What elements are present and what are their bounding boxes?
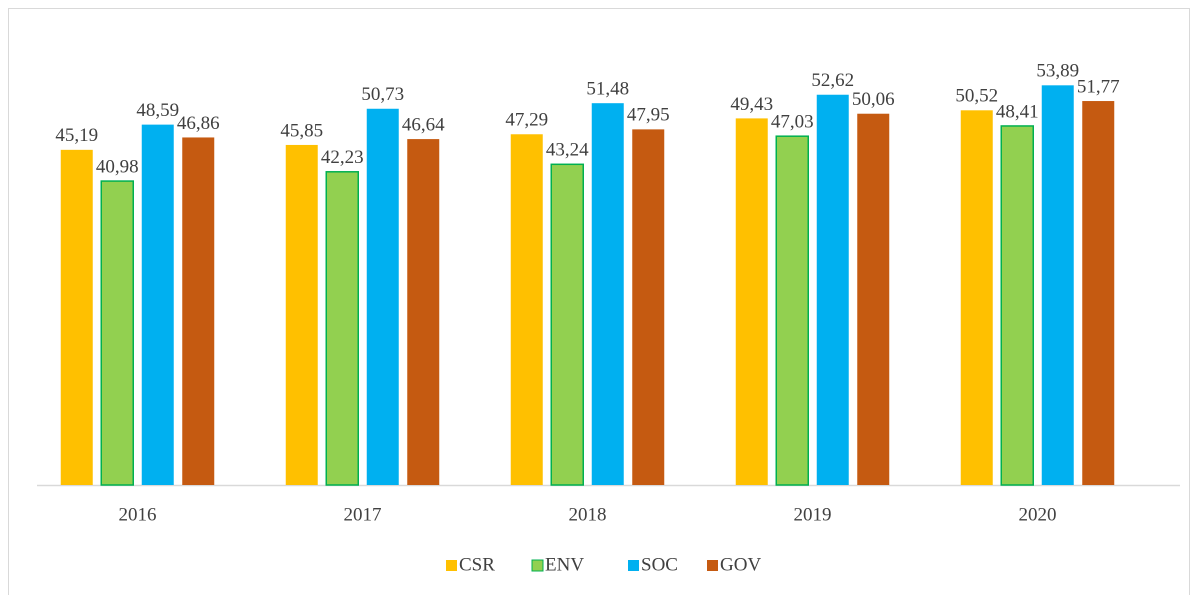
legend-label: CSR: [459, 554, 495, 575]
bar: [1000, 125, 1034, 486]
x-tick-label: 2017: [344, 504, 382, 525]
data-label: 42,23: [321, 147, 364, 168]
data-label: 45,85: [280, 120, 323, 141]
bar: [960, 110, 993, 485]
bar: [366, 108, 399, 485]
data-label: 47,03: [771, 112, 814, 133]
bar: [100, 180, 134, 486]
legend-label: GOV: [720, 554, 761, 575]
bar: [591, 103, 624, 485]
bar: [857, 113, 890, 485]
bar: [550, 163, 584, 486]
legend-label: ENV: [545, 554, 584, 575]
bar: [775, 135, 809, 486]
bar: [735, 118, 768, 485]
legend-swatch: [531, 559, 544, 572]
legend-swatch: [446, 560, 457, 571]
bar: [325, 171, 359, 486]
bar: [1041, 85, 1074, 486]
x-tick-label: 2016: [119, 504, 157, 525]
data-label: 43,24: [546, 140, 589, 161]
data-label: 48,59: [136, 100, 179, 121]
bar: [1082, 101, 1115, 485]
legend-label: SOC: [641, 554, 678, 575]
data-label: 51,77: [1077, 76, 1120, 97]
bar: [285, 144, 318, 485]
data-label: 49,43: [730, 94, 773, 115]
data-label: 46,64: [402, 114, 445, 135]
data-label: 47,95: [627, 105, 670, 126]
data-label: 50,73: [361, 84, 404, 105]
bar: [632, 129, 665, 485]
legend-swatch: [628, 560, 639, 571]
data-label: 47,29: [505, 110, 548, 131]
bar: [816, 94, 849, 486]
bar: [510, 134, 543, 485]
x-tick-label: 2020: [1019, 504, 1057, 525]
data-label: 50,52: [955, 86, 998, 107]
bar: [60, 149, 93, 486]
data-label: 48,41: [996, 101, 1039, 122]
chart-border: [8, 8, 1190, 595]
data-label: 45,19: [55, 125, 98, 146]
data-label: 50,06: [852, 89, 895, 110]
data-label: 53,89: [1036, 61, 1079, 82]
x-tick-label: 2018: [569, 504, 607, 525]
bar: [407, 139, 440, 485]
data-label: 46,86: [177, 113, 220, 134]
legend-swatch: [707, 560, 718, 571]
data-label: 40,98: [96, 156, 139, 177]
data-label: 51,48: [586, 79, 629, 100]
x-tick-label: 2019: [794, 504, 832, 525]
bar: [182, 137, 215, 485]
bar: [141, 124, 174, 485]
data-label: 52,62: [811, 70, 854, 91]
